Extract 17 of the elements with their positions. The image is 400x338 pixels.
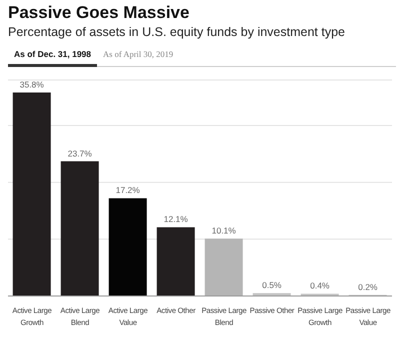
- bar: [156, 227, 195, 296]
- data-label: 0.5%: [262, 280, 282, 290]
- data-label: 12.1%: [164, 214, 188, 224]
- text: As of Dec. 31, 1998: [8, 47, 98, 67]
- chart-subtitle: Percentage of assets in U.S. equity funds by investment type: [8, 25, 345, 39]
- bar: [204, 238, 243, 296]
- chart-title: Passive Goes Massive: [8, 3, 190, 23]
- data-label: 0.2%: [358, 282, 378, 292]
- data-label: 10.1%: [212, 226, 236, 236]
- text: As of April 30, 2019: [102, 48, 174, 61]
- bar: [60, 161, 99, 296]
- bar: [12, 92, 51, 296]
- data-label: 23.7%: [68, 148, 92, 158]
- data-label: 35.8%: [20, 80, 44, 90]
- bar: [108, 198, 147, 296]
- data-label: 0.4%: [310, 280, 330, 291]
- data-label: 17.2%: [116, 185, 140, 196]
